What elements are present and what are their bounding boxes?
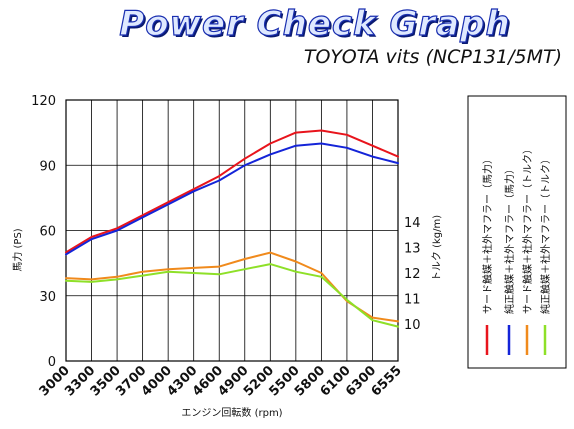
series-line-2 xyxy=(65,142,399,256)
y-left-tick-label: 120 xyxy=(31,94,56,109)
y-left-tick-label: 90 xyxy=(39,159,56,174)
y-left-tick-label: 30 xyxy=(39,290,56,305)
plot-frame xyxy=(65,99,399,362)
y-right-tick-label: 11 xyxy=(404,293,421,308)
y-right-tick-label: 13 xyxy=(404,242,421,257)
axis-layer: 0306090120101112131430003300350037004000… xyxy=(11,94,443,419)
legend-label-2: 純正触媒＋社外マフラー（馬力） xyxy=(503,164,516,314)
legend-label-3: サード触媒＋社外マフラー（トルク） xyxy=(521,144,534,314)
series-line-4 xyxy=(65,263,399,328)
series-line-1 xyxy=(65,129,399,254)
legend-label-1: サード触媒＋社外マフラー（馬力） xyxy=(481,154,494,314)
legend-label-4: 純正触媒＋社外マフラー（トルク） xyxy=(539,154,552,314)
y-right-tick-label: 10 xyxy=(404,318,421,333)
chart-logo-title: Power Check Graph xyxy=(119,3,511,44)
chart-subtitle: TOYOTA vits (NCP131/5MT) xyxy=(303,46,562,68)
y-left-tick-label: 60 xyxy=(39,225,56,240)
grid-layer xyxy=(65,99,399,362)
y-left-axis-label: 馬力 (PS) xyxy=(11,228,24,271)
series-line-3 xyxy=(65,251,399,323)
y-right-axis-label: トルク (kg/m) xyxy=(431,215,443,281)
y-left-tick-label: 0 xyxy=(48,355,56,370)
y-right-tick-label: 12 xyxy=(404,267,421,282)
y-right-tick-label: 14 xyxy=(404,216,421,231)
x-axis-label: エンジン回転数 (rpm) xyxy=(181,406,282,419)
legend-layer: サード触媒＋社外マフラー（馬力） 純正触媒＋社外マフラー（馬力） サード触媒＋社外マ… xyxy=(467,95,567,369)
series-layer xyxy=(65,129,399,328)
legend-box xyxy=(467,95,567,369)
